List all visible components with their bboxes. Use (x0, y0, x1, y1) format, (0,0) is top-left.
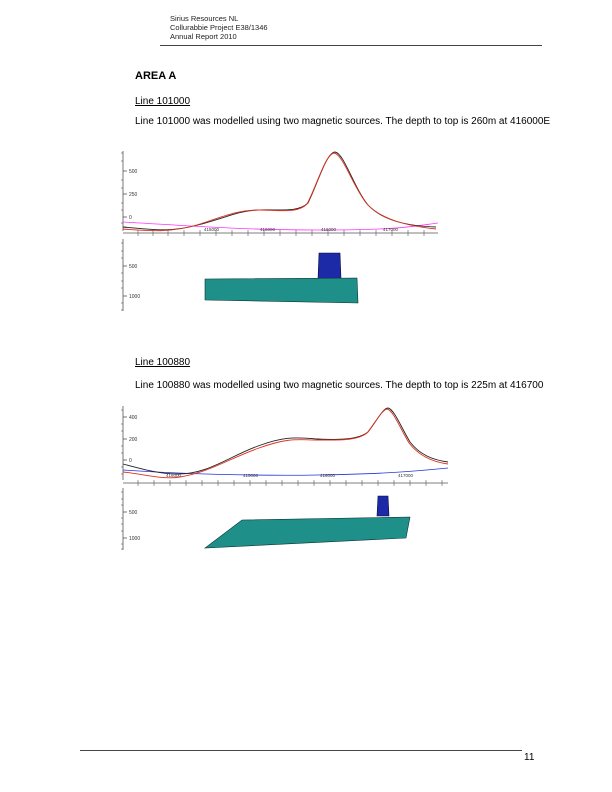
magnetic-source-body-deep (204, 516, 411, 549)
header-report: Annual Report 2010 (170, 32, 237, 41)
footer-rule (80, 750, 522, 751)
depth-tick-label: 500 (129, 510, 138, 516)
profile-tick-label: 400 (129, 415, 138, 421)
profile-tick-label: 500 (129, 169, 138, 175)
easting-axis-ticks (137, 480, 443, 486)
profile-tick-label: 0 (129, 458, 132, 464)
easting-axis-ticks (137, 230, 425, 236)
depth-minor-ticks (121, 242, 123, 311)
magnetic-source-body-deep (204, 277, 359, 304)
depth-minor-ticks (121, 491, 123, 550)
magnetic-model-figure-line-101000: 500 250 0 415000 416000 416000 417000 50… (121, 151, 439, 311)
page-number: 11 (524, 752, 535, 763)
section-paragraph-line-101000: Line 101000 was modelled using two magne… (135, 116, 551, 127)
profile-minor-ticks (121, 409, 123, 475)
running-header: Sirius Resources NL Collurabbie Project … (170, 14, 268, 41)
easting-tick-label: 417000 (383, 227, 399, 232)
magnetic-model-figure-line-100880: 400 200 0 416000 415000 416000 417000 50… (121, 406, 449, 550)
profile-tick-label: 0 (129, 215, 132, 221)
easting-tick-label: 415000 (243, 473, 259, 478)
section-heading-line-101000: Line 101000 (135, 96, 191, 107)
depth-tick-label: 1000 (129, 294, 140, 300)
easting-tick-label: 416000 (320, 473, 336, 478)
depth-tick-label: 1000 (129, 536, 140, 542)
depth-tick-label: 500 (129, 264, 138, 270)
observed-field-curve (122, 407, 449, 475)
area-title: AREA A (135, 70, 177, 82)
magnetic-source-body-shallow (376, 495, 390, 517)
easting-tick-label: 415000 (204, 227, 220, 232)
section-heading-line-100880: Line 100880 (135, 357, 191, 368)
header-rule (160, 45, 542, 46)
profile-tick-label: 200 (129, 437, 138, 443)
profile-tick-label: 250 (129, 192, 138, 198)
profile-minor-ticks (121, 152, 123, 224)
easting-tick-label: 416000 (166, 473, 182, 478)
header-project: Collurabbie Project E38/1346 (170, 23, 268, 32)
easting-tick-label: 417000 (398, 473, 414, 478)
calculated-field-curve (122, 408, 449, 479)
header-company: Sirius Resources NL (170, 14, 239, 23)
section-paragraph-line-100880: Line 100880 was modelled using two magne… (135, 380, 544, 391)
magnetic-source-body-shallow (317, 252, 342, 280)
easting-tick-label: 416000 (260, 227, 276, 232)
calculated-field-curve (122, 152, 437, 232)
regional-field-curve (122, 221, 439, 231)
easting-tick-label: 416000 (321, 227, 337, 232)
regional-field-curve (122, 467, 449, 476)
